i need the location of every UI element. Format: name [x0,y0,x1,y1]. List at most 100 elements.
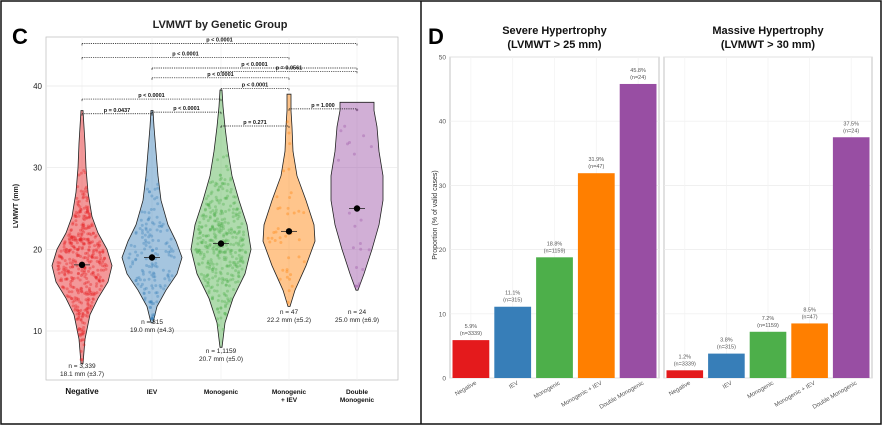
mean-point [78,261,86,269]
data-point [166,273,170,277]
data-point [205,250,209,254]
data-point [87,216,91,220]
data-point [98,262,102,266]
data-point [208,243,212,246]
data-point [224,258,228,262]
data-point [93,256,97,260]
y-tick-label: 30 [439,183,447,190]
data-point [70,235,74,239]
data-point [236,225,240,229]
data-point [97,260,101,264]
data-point [56,268,60,272]
data-point [225,189,229,193]
data-point [202,217,206,221]
data-point [103,256,107,260]
data-point [80,290,84,294]
data-point [153,264,157,268]
data-point [139,218,143,222]
data-point [226,297,230,301]
data-point [65,269,69,273]
data-point [289,191,293,195]
data-point [218,227,222,231]
data-point [207,266,211,270]
y-tick-label: 20 [33,245,42,254]
data-point [67,248,71,252]
data-point [82,256,86,260]
data-point [82,217,85,220]
data-point [220,181,224,185]
data-point [224,256,228,260]
data-point [137,276,141,280]
data-point [211,224,214,228]
data-point [82,169,86,172]
data-point [237,243,241,247]
data-point [74,219,78,223]
data-point [89,283,93,286]
data-point [155,265,159,269]
data-point [218,178,222,182]
data-point [197,248,201,252]
comparison-bracket: p < 0.0001 [220,82,290,91]
data-point [146,230,150,234]
data-point [82,206,86,210]
data-point [237,253,241,257]
data-point [86,299,90,303]
data-point [82,226,86,230]
data-point [279,241,283,244]
data-point [198,230,202,234]
data-point [69,248,73,252]
data-point [216,158,220,162]
data-point [238,225,242,229]
data-point [302,260,306,264]
data-point [206,259,210,263]
data-point [215,262,219,266]
data-point [90,272,93,276]
data-point [80,301,83,305]
data-point [238,256,242,260]
data-point [75,196,79,200]
data-point [90,222,94,226]
x-tick-label: Negative [65,387,99,396]
data-point [223,220,227,224]
data-point [223,251,227,255]
data-point [290,284,294,288]
data-point [89,233,93,237]
data-point [212,251,216,255]
data-point [78,278,82,282]
data-point [73,296,77,300]
data-point [222,292,226,295]
data-point [90,300,94,304]
bar-n-label: (n=1159) [757,323,779,329]
data-point [63,268,67,272]
data-point [223,182,227,186]
data-point [208,239,212,242]
data-point [141,270,145,274]
bar-negative [452,340,490,378]
data-point [68,265,72,269]
data-point [82,270,86,274]
data-point [219,223,223,227]
data-point [302,211,306,215]
data-point [79,318,83,322]
data-point [216,323,220,327]
data-point [235,207,239,211]
data-point [276,227,280,231]
data-point [70,297,73,300]
data-point [91,271,95,275]
data-point [72,286,76,289]
x-tick-label: IEV [147,389,158,396]
data-point [159,224,163,228]
data-point [266,236,270,240]
data-point [146,187,149,191]
data-point [204,224,208,228]
data-point [226,272,230,276]
data-point [143,210,147,214]
data-point [68,261,72,265]
data-point [239,259,243,263]
data-point [75,317,79,321]
data-point [66,295,70,299]
data-point [150,317,154,321]
data-point [84,313,87,317]
data-point [76,200,80,204]
data-point [206,246,210,250]
